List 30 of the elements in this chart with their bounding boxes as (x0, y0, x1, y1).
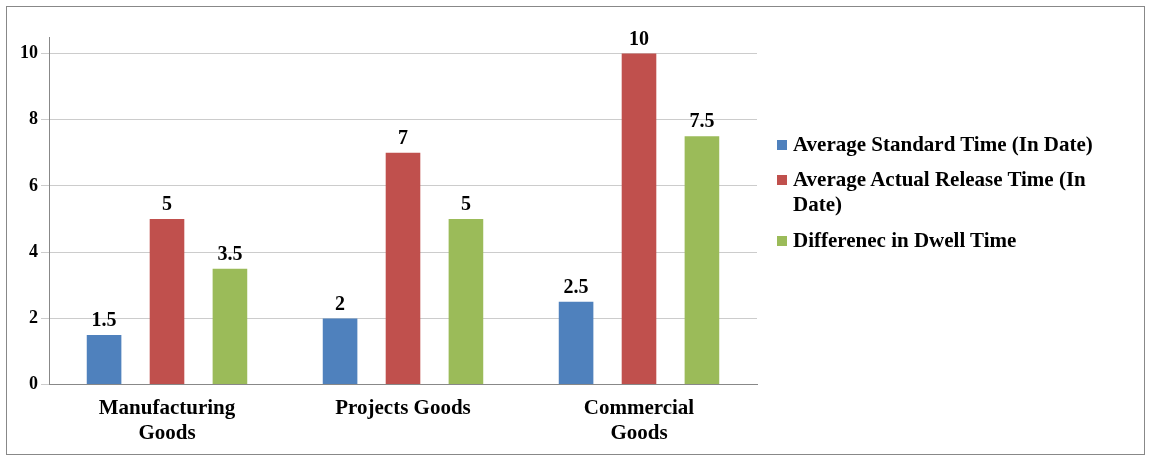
bar (684, 136, 720, 385)
data-label: 1.5 (91, 308, 117, 331)
x-tick-label: Projects Goods (335, 394, 471, 419)
y-tick-label: 8 (29, 108, 38, 129)
data-label: 7.5 (689, 109, 715, 132)
data-label: 7 (398, 126, 408, 149)
data-label: 3.5 (217, 241, 243, 264)
bar (448, 219, 484, 385)
x-tick-label: Commercial Goods (583, 394, 695, 444)
y-tick-label: 10 (20, 42, 38, 63)
y-tick-label: 2 (29, 307, 38, 328)
data-label: 5 (460, 192, 471, 215)
bar (385, 152, 421, 385)
legend-label: Average Actual Release Time (In Date) (793, 167, 1087, 218)
y-tick-label: 4 (29, 240, 38, 261)
legend-label: Differenec in Dwell Time (793, 227, 1017, 253)
y-tick-label: 0 (29, 373, 38, 394)
bar (621, 53, 657, 385)
data-label: 5 (162, 192, 172, 215)
data-label: 2 (335, 291, 346, 314)
data-label: 10 (629, 26, 649, 49)
legend-label: Average Standard Time (In Date) (793, 132, 1093, 158)
bar (86, 334, 122, 385)
x-tick-label: Manufacturing Goods (98, 394, 236, 444)
bar (149, 219, 185, 385)
y-tick-label: 6 (29, 174, 38, 195)
data-label: 2.5 (563, 275, 589, 298)
bar (212, 268, 248, 385)
bar (322, 318, 358, 385)
bar (558, 301, 594, 385)
